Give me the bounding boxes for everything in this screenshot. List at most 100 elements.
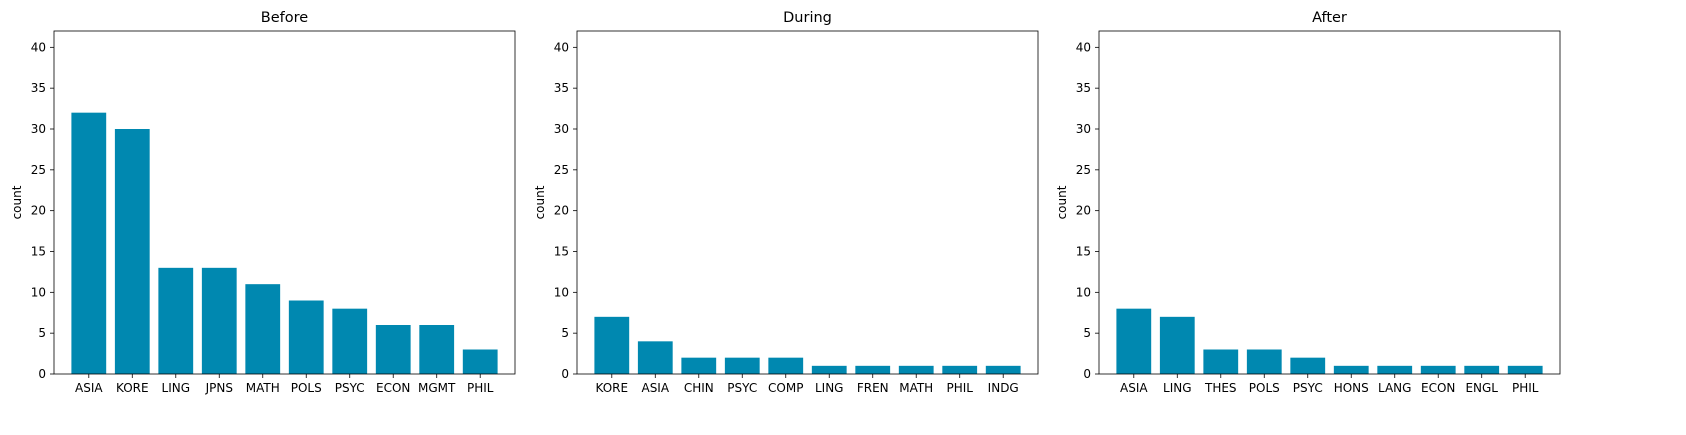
bar-econ [375,325,411,374]
y-tick-label: 0 [38,367,46,381]
chart-panel-after: After count ASIA LING THES POLS PSYC HONS LANG EC… [1055,10,1561,395]
x-tick-label: INDG [988,381,1019,395]
y-tick-label: 25 [554,163,569,177]
y-tick-label: 20 [554,204,569,218]
x-tick-label: LING [815,381,844,395]
x-tick-label: CHIN [684,381,714,395]
x-tick-label: ECON [1421,381,1455,395]
y-tick-label: 35 [31,81,46,95]
x-tick-label: PHIL [946,381,973,395]
x-tick-label: JPNS [205,381,233,395]
bar-psyc [332,308,368,374]
bar-asia [71,112,107,375]
bar-phil [942,365,978,374]
y-axis-label: count [533,185,547,219]
x-tick-label: ENGL [1465,381,1498,395]
x-tick-label: KORE [596,381,629,395]
bar-pols [288,300,324,374]
bar-math [898,365,934,374]
bar-pols [1246,349,1282,374]
x-tick-label: POLS [1249,381,1280,395]
x-tick-label: PSYC [727,381,757,395]
bar-ling [158,267,194,374]
y-tick-label: 5 [1083,326,1091,340]
x-tick-label: KORE [116,381,149,395]
bar-kore [114,129,150,374]
bar-math [245,284,281,374]
bar-lang [1377,365,1413,374]
y-tick-label: 20 [31,204,46,218]
y-tick-label: 40 [554,40,569,54]
y-tick-label: 30 [1076,122,1091,136]
bar-jpns [201,267,237,374]
y-axis-label: count [1055,185,1069,219]
bar-econ [1420,365,1456,374]
bar-thes [1203,349,1239,374]
x-tick-label: ECON [376,381,410,395]
y-tick-label: 10 [1076,285,1091,299]
x-tick-label: LANG [1378,381,1411,395]
x-tick-label: FREN [857,381,889,395]
bar-comp [768,357,804,374]
y-tick-label: 15 [31,245,46,259]
bar-kore [594,316,630,374]
x-tick-label: LING [162,381,191,395]
x-tick-label: PHIL [467,381,494,395]
plot-frame [1098,30,1561,375]
y-tick-label: 25 [1076,163,1091,177]
y-tick-label: 10 [554,285,569,299]
y-tick-label: 30 [31,122,46,136]
x-tick-label: MATH [246,381,280,395]
y-tick-label: 20 [1076,204,1091,218]
y-tick-label: 15 [554,245,569,259]
y-tick-label: 35 [554,81,569,95]
bar-chin [681,357,717,374]
bar-mgmt [419,325,455,374]
y-tick-label: 15 [1076,245,1091,259]
bar-fren [855,365,891,374]
chart-title: During [783,10,832,26]
y-tick-label: 0 [1083,367,1091,381]
x-tick-label: ASIA [75,381,103,395]
y-tick-label: 10 [31,285,46,299]
y-tick-label: 40 [1076,40,1091,54]
x-tick-label: THES [1204,381,1237,395]
y-axis-label: count [10,185,24,219]
plot-frame [576,30,1039,375]
bar-phil [1507,365,1543,374]
x-tick-label: HONS [1334,381,1369,395]
bar-hons [1333,365,1369,374]
y-tick-label: 5 [561,326,569,340]
x-tick-label: ASIA [641,381,669,395]
x-tick-label: PSYC [1293,381,1323,395]
x-tick-label: PSYC [335,381,365,395]
bar-ling [1159,316,1195,374]
y-tick-label: 35 [1076,81,1091,95]
y-tick-label: 25 [31,163,46,177]
y-tick-label: 0 [561,367,569,381]
bar-asia [1116,308,1152,374]
y-tick-label: 30 [554,122,569,136]
plot-frame [53,30,516,375]
x-tick-label: LING [1163,381,1192,395]
chart-title: After [1312,10,1347,26]
bar-ling [811,365,847,374]
bar-asia [637,341,673,374]
x-tick-label: ASIA [1120,381,1148,395]
bar-engl [1464,365,1500,374]
chart-panel-before: Before count ASIA KORE LING JPNS MATH POLS PSYC E… [10,10,516,395]
x-tick-label: MGMT [418,381,456,395]
bar-indg [985,365,1021,374]
y-tick-label: 5 [38,326,46,340]
chart-title: Before [261,10,308,26]
y-tick-label: 40 [31,40,46,54]
x-tick-label: MATH [899,381,933,395]
bar-phil [462,349,498,374]
bar-psyc [1290,357,1326,374]
chart-panel-during: During count KORE ASIA CHIN PSYC COMP LING FREN M… [533,10,1039,395]
x-tick-label: POLS [291,381,322,395]
x-tick-label: COMP [768,381,803,395]
bar-psyc [724,357,760,374]
x-tick-label: PHIL [1512,381,1539,395]
